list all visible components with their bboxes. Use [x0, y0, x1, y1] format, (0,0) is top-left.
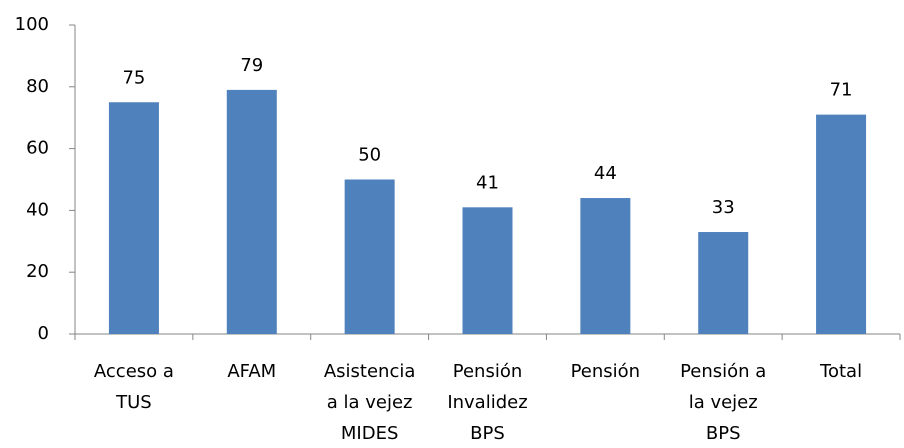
bar [226, 89, 277, 334]
y-tick-label: 80 [26, 76, 49, 97]
bar [108, 102, 159, 334]
x-tick-label: Pensión Invalidez BPS [447, 361, 527, 444]
bar [698, 232, 749, 334]
x-tick-label: Acceso a TUS [94, 361, 174, 413]
y-tick-label: 60 [26, 138, 49, 159]
y-tick-label: 20 [26, 261, 49, 282]
bar [816, 114, 867, 334]
bar [462, 207, 513, 334]
x-tick-label: AFAM [227, 361, 276, 382]
bar [580, 198, 631, 334]
x-tick-label: Pensión a la vejez BPS [680, 361, 766, 444]
x-tick-label: Pensión [571, 361, 641, 382]
y-tick-label: 0 [38, 323, 49, 344]
data-label: 33 [712, 197, 735, 218]
x-tick-label: Total [819, 361, 862, 382]
data-label: 41 [476, 172, 499, 193]
y-tick-label: 100 [15, 14, 49, 35]
data-label: 44 [594, 163, 617, 184]
bar [344, 179, 395, 334]
x-tick-label: Asistencia a la vejez MIDES [324, 361, 416, 444]
data-label: 50 [358, 145, 381, 166]
y-tick-label: 40 [26, 199, 49, 220]
data-label: 79 [240, 55, 263, 76]
data-label: 71 [830, 80, 853, 101]
data-label: 75 [122, 67, 145, 88]
